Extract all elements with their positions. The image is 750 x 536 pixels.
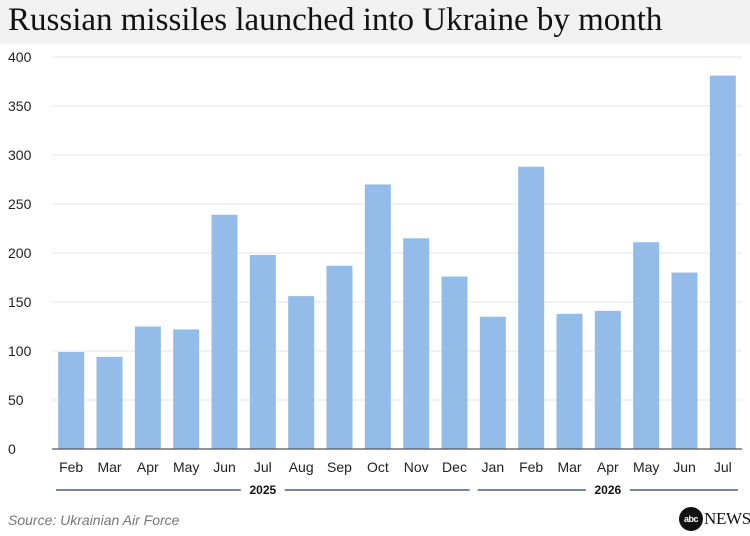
bar [211, 214, 238, 449]
bar [403, 238, 430, 449]
bar [479, 316, 506, 449]
x-tick-label: Jul [714, 459, 732, 475]
bar [518, 166, 545, 449]
y-tick-label: 100 [8, 343, 32, 359]
bar [364, 184, 391, 449]
source-note: Source: Ukrainian Air Force [8, 512, 180, 528]
bar [134, 326, 161, 449]
bar [594, 310, 621, 449]
y-tick-label: 200 [8, 245, 32, 261]
year-group-label: 2026 [594, 483, 621, 497]
y-tick-label: 50 [8, 392, 24, 408]
x-tick-label: Apr [137, 459, 159, 475]
bar [58, 351, 85, 449]
chart-title: Russian missiles launched into Ukraine b… [8, 2, 663, 38]
x-tick-label: Aug [289, 459, 314, 475]
y-tick-label: 350 [8, 98, 32, 114]
x-tick-label: Oct [367, 459, 389, 475]
y-tick-label: 400 [8, 49, 32, 65]
bar [556, 313, 583, 449]
y-tick-label: 150 [8, 294, 32, 310]
x-tick-label: May [633, 459, 659, 475]
abc-news-logo: abc NEWS [679, 506, 750, 532]
year-group-label: 2025 [249, 483, 276, 497]
news-logo-text: NEWS [704, 509, 750, 528]
x-tick-label: Dec [442, 459, 467, 475]
y-tick-label: 300 [8, 147, 32, 163]
bar [326, 265, 353, 449]
bar [96, 356, 123, 449]
y-tick-label: 250 [8, 196, 32, 212]
bar [441, 276, 468, 449]
x-tick-label: Sep [327, 459, 352, 475]
x-tick-label: Apr [597, 459, 619, 475]
y-tick-label: 0 [8, 441, 16, 457]
bar [173, 329, 200, 449]
bar [709, 75, 736, 450]
x-tick-label: Mar [97, 459, 121, 475]
bar [633, 242, 660, 449]
title-band [0, 0, 750, 44]
x-tick-label: May [173, 459, 199, 475]
bar [288, 296, 315, 449]
x-tick-label: Jul [254, 459, 272, 475]
x-tick-label: Feb [59, 459, 83, 475]
x-tick-label: Jun [213, 459, 236, 475]
bar [249, 254, 276, 449]
x-tick-label: Mar [557, 459, 581, 475]
x-tick-label: Nov [404, 459, 429, 475]
abc-logo-icon: abc [679, 507, 703, 531]
x-tick-label: Jan [482, 459, 505, 475]
x-tick-label: Feb [519, 459, 543, 475]
bar [671, 272, 698, 449]
x-tick-label: Jun [673, 459, 696, 475]
